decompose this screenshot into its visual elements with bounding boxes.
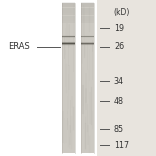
Bar <box>81 16 94 18</box>
Bar <box>81 2 94 5</box>
Bar <box>62 2 75 5</box>
Bar <box>81 43 94 44</box>
Text: 19: 19 <box>114 24 124 33</box>
Bar <box>81 8 94 10</box>
Bar <box>81 5 94 7</box>
Bar <box>62 41 75 42</box>
Text: 48: 48 <box>114 97 124 106</box>
Bar <box>62 13 75 15</box>
Bar <box>62 10 75 13</box>
Text: ERAS: ERAS <box>8 42 29 51</box>
Bar <box>81 3 94 153</box>
Bar <box>81 18 94 21</box>
Bar <box>62 18 75 21</box>
Bar <box>81 13 94 15</box>
Bar <box>62 16 75 18</box>
Bar <box>62 43 75 44</box>
Bar <box>62 5 75 7</box>
Text: 117: 117 <box>114 141 129 150</box>
Bar <box>81 44 94 45</box>
Bar <box>62 8 75 10</box>
Bar <box>62 21 75 23</box>
Bar <box>81 41 94 42</box>
Text: 26: 26 <box>114 42 124 51</box>
Bar <box>97 0 156 156</box>
Bar <box>62 45 75 46</box>
Bar <box>81 21 94 23</box>
Bar <box>81 42 94 43</box>
Bar <box>81 10 94 13</box>
Bar <box>62 3 75 153</box>
Bar <box>62 44 75 45</box>
Text: (kD): (kD) <box>113 8 129 17</box>
Text: 85: 85 <box>114 125 124 134</box>
Bar <box>62 42 75 43</box>
Bar <box>81 45 94 46</box>
Text: 34: 34 <box>114 77 124 86</box>
